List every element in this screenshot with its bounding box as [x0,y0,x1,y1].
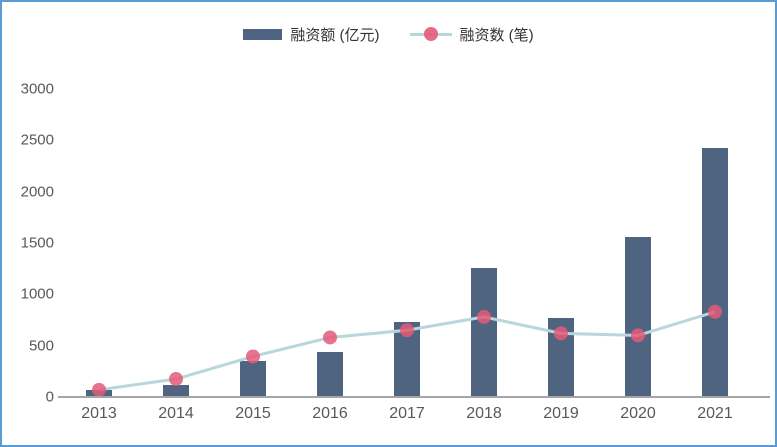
x-tick-2016: 2016 [312,405,348,422]
y-tick-2500: 2500 [20,131,54,149]
dot-2019 [554,326,568,341]
x-tick-2017: 2017 [389,405,425,422]
legend-item-line-series: 融资数 (笔) [409,24,534,45]
bar-2014 [163,384,189,396]
bar-series-label: 融资额 (亿元) [290,26,380,44]
dot-2013 [92,382,106,397]
dot-2014 [169,372,183,387]
dot-2020 [631,328,645,343]
y-tick-2000: 2000 [20,183,54,201]
x-tick-2015: 2015 [235,405,271,422]
bar-series [62,89,768,397]
dot-2018 [477,309,491,324]
dot-2017 [400,323,414,338]
bar-2020 [625,236,651,396]
y-tick-1000: 1000 [20,285,54,303]
legend: 融资额 (亿元) 融资数 (笔) [2,22,775,46]
x-tick-2018: 2018 [466,405,502,422]
y-tick-500: 500 [28,337,54,355]
plot-area: 0 500 1000 1500 2000 2500 3000 2013 2014 2015 201… [21,81,770,422]
bar-2021 [702,147,728,396]
line-series-swatch [409,27,452,41]
dot-2021 [708,304,722,319]
y-tick-3000: 3000 [20,80,54,98]
bar-2015 [240,361,266,396]
x-axis-tick-labels: 2013 2014 2015 2016 2017 2018 2019 2020 2021 [62,405,768,425]
dot-2016 [323,330,337,345]
line-series [92,304,722,397]
x-axis-line [58,396,770,398]
x-tick-2021: 2021 [697,405,733,422]
legend-item-bar-series: 融资额 (亿元) [243,24,380,45]
y-tick-1500: 1500 [20,234,54,252]
y-tick-0: 0 [45,388,54,406]
line-series-label: 融资数 (笔) [459,26,534,44]
x-tick-2013: 2013 [81,405,117,422]
bar-2016 [317,351,343,396]
bar-2018 [471,267,497,396]
y-axis-tick-labels: 0 500 1000 1500 2000 2500 3000 [4,81,54,406]
dot-2015 [246,349,260,364]
x-tick-2020: 2020 [620,405,656,422]
x-tick-2014: 2014 [158,405,194,422]
bar-series-swatch [243,28,283,40]
x-tick-2019: 2019 [543,405,579,422]
line-swatch-dot-icon [423,27,438,41]
